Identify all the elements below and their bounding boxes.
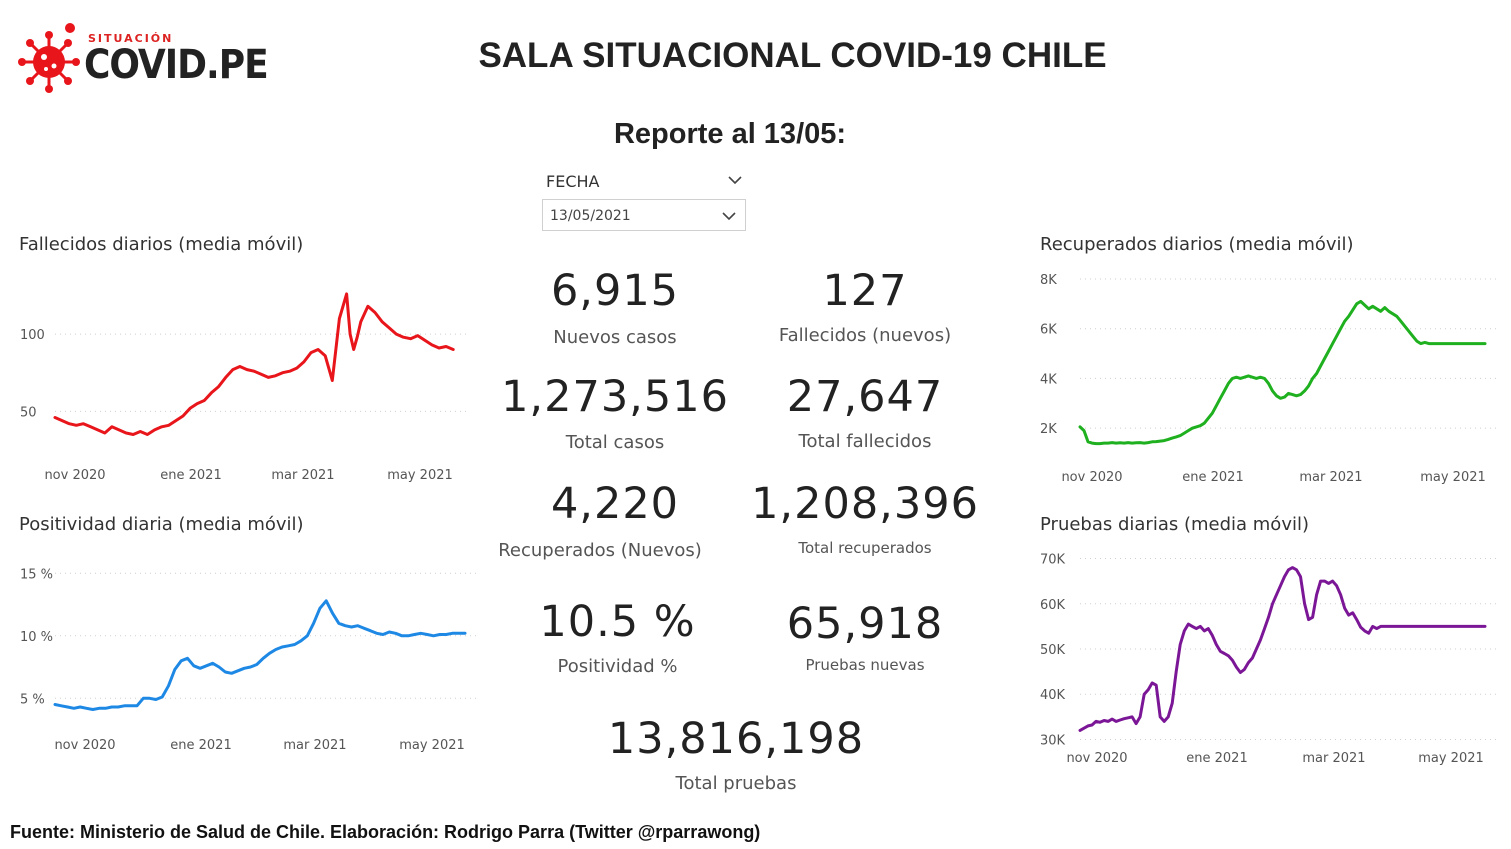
x-tick-label: mar 2021 — [283, 738, 346, 753]
kpi-total-recuperados-value: 1,208,396 — [751, 479, 979, 529]
chart-title-recuperados: Recuperados diarios (media móvil) — [1040, 234, 1354, 255]
y-tick-label: 8K — [1040, 273, 1057, 288]
x-tick-label: may 2021 — [1418, 751, 1484, 766]
y-tick-label: 2K — [1040, 422, 1057, 437]
kpi-total-recuperados-label: Total recuperados — [798, 539, 932, 557]
y-tick-label: 100 — [20, 328, 45, 343]
y-tick-label: 15 % — [20, 567, 53, 582]
kpi-pruebas-nuevas-label: Pruebas nuevas — [805, 656, 925, 674]
y-tick-label: 70K — [1040, 553, 1066, 568]
positividad-line-chart: 15 % 10 % 5 % nov 2020 ene 2021 mar 2021 may 2… — [20, 567, 480, 753]
kpi-nuevos-casos-value: 6,915 — [550, 266, 680, 316]
logo-subtitle: SITUACIÓN — [88, 32, 174, 45]
x-tick-label: nov 2020 — [54, 738, 115, 753]
kpi-recuperados-nuevos-label: Recuperados (Nuevos) — [498, 540, 702, 561]
kpi-positividad-label: Positividad % — [557, 656, 678, 677]
logo-wordmark: COVID.PE — [84, 42, 269, 88]
series-line — [53, 292, 455, 436]
page-title: SALA SITUACIONAL COVID-19 CHILE — [478, 36, 1107, 75]
series-line — [1078, 299, 1487, 446]
y-tick-label: 60K — [1040, 598, 1066, 613]
chevron-down-icon[interactable] — [727, 174, 743, 186]
kpi-total-fallecidos-label: Total fallecidos — [798, 431, 932, 452]
kpi-positividad-value: 10.5 % — [539, 597, 696, 647]
y-tick-label: 50K — [1040, 643, 1066, 658]
report-date-title: Reporte al 13/05: — [613, 118, 847, 150]
source-footer: Fuente: Ministerio de Salud de Chile. El… — [10, 822, 761, 842]
recuperados-line-chart: 8K 6K 4K 2K nov 2020 ene 2021 mar 2021 may 2021 — [1040, 273, 1500, 485]
series-line — [53, 599, 467, 711]
fallecidos-line-chart: 100 50 nov 2020 ene 2021 mar 2021 may 2021 — [20, 292, 470, 483]
x-tick-label: ene 2021 — [1182, 470, 1243, 485]
date-dropdown[interactable]: 13/05/2021 — [542, 199, 746, 231]
kpi-total-casos-label: Total casos — [565, 432, 665, 453]
chevron-down-icon — [722, 212, 736, 221]
x-tick-label: may 2021 — [387, 468, 453, 483]
y-tick-label: 10 % — [20, 630, 53, 645]
y-tick-label: 4K — [1040, 372, 1057, 387]
date-slicer-label: FECHA — [546, 172, 600, 191]
y-tick-label: 50 — [20, 405, 37, 420]
kpi-fallecidos-nuevos-label: Fallecidos (nuevos) — [778, 325, 952, 346]
x-tick-label: nov 2020 — [1066, 751, 1127, 766]
kpi-nuevos-casos-label: Nuevos casos — [553, 327, 677, 348]
x-tick-label: mar 2021 — [1302, 751, 1365, 766]
x-tick-label: nov 2020 — [44, 468, 105, 483]
chart-title-fallecidos: Fallecidos diarios (media móvil) — [19, 234, 304, 255]
kpi-total-pruebas-value: 13,816,198 — [607, 714, 865, 764]
x-tick-label: nov 2020 — [1061, 470, 1122, 485]
kpi-total-casos-value: 1,273,516 — [501, 372, 729, 422]
kpi-fallecidos-nuevos-value: 127 — [822, 266, 908, 316]
x-tick-label: mar 2021 — [271, 468, 334, 483]
kpi-pruebas-nuevas-value: 65,918 — [786, 599, 944, 649]
x-tick-label: ene 2021 — [160, 468, 221, 483]
x-tick-label: mar 2021 — [1299, 470, 1362, 485]
x-tick-label: may 2021 — [399, 738, 465, 753]
x-tick-label: ene 2021 — [170, 738, 231, 753]
y-tick-label: 5 % — [20, 692, 45, 707]
x-tick-label: may 2021 — [1420, 470, 1486, 485]
chart-title-positividad: Positividad diaria (media móvil) — [19, 514, 304, 535]
covid-virus-logo-icon — [18, 23, 80, 93]
kpi-total-pruebas-label: Total pruebas — [675, 773, 797, 794]
kpi-total-fallecidos-value: 27,647 — [786, 372, 944, 422]
chart-title-pruebas: Pruebas diarias (media móvil) — [1040, 514, 1309, 535]
y-tick-label: 40K — [1040, 688, 1066, 703]
y-tick-label: 6K — [1040, 323, 1057, 338]
y-tick-label: 30K — [1040, 733, 1066, 748]
x-tick-label: ene 2021 — [1186, 751, 1247, 766]
series-line — [1078, 566, 1487, 732]
kpi-recuperados-nuevos-value: 4,220 — [550, 479, 680, 529]
date-dropdown-value: 13/05/2021 — [550, 208, 631, 224]
